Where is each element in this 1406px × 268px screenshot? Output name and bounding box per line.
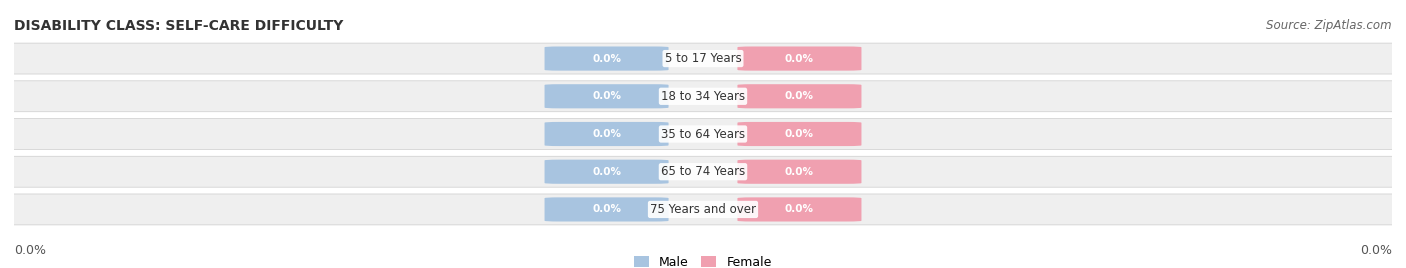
- Text: 0.0%: 0.0%: [14, 244, 46, 257]
- Text: 0.0%: 0.0%: [785, 167, 814, 177]
- Legend: Male, Female: Male, Female: [628, 250, 778, 268]
- Text: 0.0%: 0.0%: [592, 129, 621, 139]
- FancyBboxPatch shape: [544, 160, 669, 184]
- Text: 0.0%: 0.0%: [785, 129, 814, 139]
- FancyBboxPatch shape: [0, 194, 1406, 225]
- FancyBboxPatch shape: [738, 46, 862, 71]
- FancyBboxPatch shape: [0, 156, 1406, 187]
- Text: 35 to 64 Years: 35 to 64 Years: [661, 128, 745, 140]
- Text: 0.0%: 0.0%: [785, 204, 814, 214]
- FancyBboxPatch shape: [544, 46, 669, 71]
- FancyBboxPatch shape: [738, 160, 862, 184]
- FancyBboxPatch shape: [544, 197, 669, 222]
- FancyBboxPatch shape: [0, 118, 1406, 150]
- Text: 0.0%: 0.0%: [785, 54, 814, 64]
- FancyBboxPatch shape: [0, 43, 1406, 74]
- Text: 0.0%: 0.0%: [592, 54, 621, 64]
- FancyBboxPatch shape: [738, 197, 862, 222]
- Text: 18 to 34 Years: 18 to 34 Years: [661, 90, 745, 103]
- Text: DISABILITY CLASS: SELF-CARE DIFFICULTY: DISABILITY CLASS: SELF-CARE DIFFICULTY: [14, 19, 343, 33]
- Text: 0.0%: 0.0%: [1360, 244, 1392, 257]
- FancyBboxPatch shape: [544, 122, 669, 146]
- FancyBboxPatch shape: [544, 84, 669, 108]
- Text: Source: ZipAtlas.com: Source: ZipAtlas.com: [1267, 19, 1392, 32]
- Text: 5 to 17 Years: 5 to 17 Years: [665, 52, 741, 65]
- Text: 65 to 74 Years: 65 to 74 Years: [661, 165, 745, 178]
- Text: 0.0%: 0.0%: [592, 91, 621, 101]
- Text: 0.0%: 0.0%: [785, 91, 814, 101]
- Text: 0.0%: 0.0%: [592, 204, 621, 214]
- FancyBboxPatch shape: [0, 81, 1406, 112]
- Text: 0.0%: 0.0%: [592, 167, 621, 177]
- Text: 75 Years and over: 75 Years and over: [650, 203, 756, 216]
- FancyBboxPatch shape: [738, 84, 862, 108]
- FancyBboxPatch shape: [738, 122, 862, 146]
